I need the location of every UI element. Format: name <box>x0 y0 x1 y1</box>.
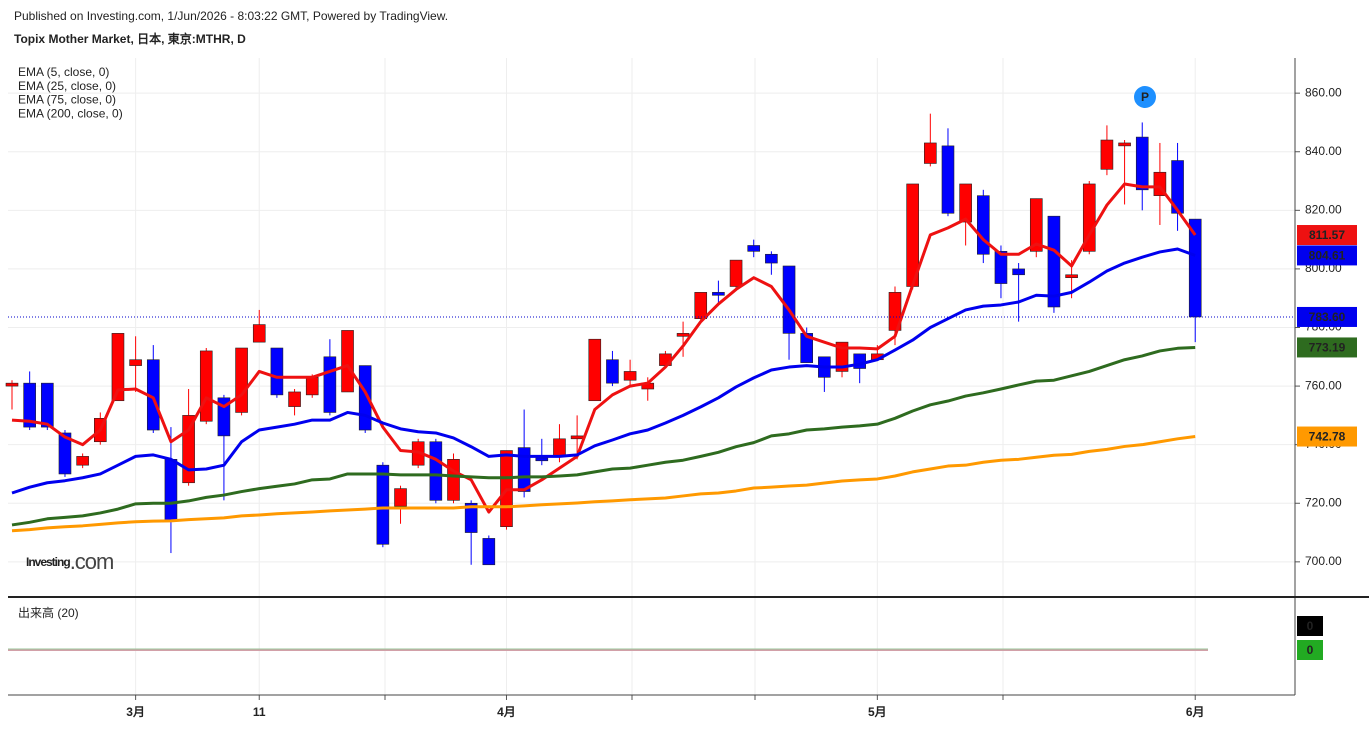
candle-body <box>994 251 1008 284</box>
candle-body <box>1188 218 1202 318</box>
candle-body <box>252 324 266 343</box>
candle-body <box>606 359 619 384</box>
y-tick-label: 700.00 <box>1305 554 1342 568</box>
candle-body <box>924 142 937 164</box>
x-tick-label: 4月 <box>497 705 516 719</box>
candle-body <box>765 253 778 264</box>
candle-body <box>199 350 213 422</box>
x-tick-label: 3月 <box>126 705 145 719</box>
price-badge-label: 773.19 <box>1309 341 1346 355</box>
candle-body <box>182 415 195 484</box>
candle-body <box>376 464 390 545</box>
price-badge-label: 804.61 <box>1309 249 1346 263</box>
price-badge-label: 811.57 <box>1309 228 1345 242</box>
y-tick-label: 760.00 <box>1305 378 1342 392</box>
candle-body <box>1100 139 1114 170</box>
candle-body <box>41 382 54 428</box>
legend-entry: EMA (25, close, 0) <box>18 79 116 93</box>
candle-body <box>482 538 496 566</box>
candle-body <box>111 333 125 402</box>
chart-title: Topix Mother Market, 日本, 東京:MTHR, D <box>14 31 246 46</box>
candle-body <box>235 347 248 413</box>
ema-line <box>11 182 1197 514</box>
candle-body <box>341 330 354 393</box>
event-marker <box>1134 86 1156 108</box>
ema-line <box>11 435 1196 533</box>
candle-body <box>447 459 460 501</box>
event-marker-label: P <box>1141 90 1149 104</box>
candle-body <box>747 245 761 252</box>
candle-body <box>429 441 443 501</box>
candle-body <box>305 376 319 396</box>
candle-body <box>1012 268 1025 276</box>
x-tick-label: 5月 <box>868 705 887 719</box>
candle-body <box>959 183 972 223</box>
x-tick-label: 11 <box>253 705 266 719</box>
candle-body <box>1082 183 1096 252</box>
candle-body <box>588 338 602 402</box>
watermark: Investing.com <box>26 549 113 574</box>
price-badge <box>1297 426 1357 447</box>
candle-body <box>553 438 566 457</box>
candle-body <box>535 457 549 462</box>
candle-body <box>782 265 796 334</box>
y-tick-label: 820.00 <box>1305 202 1342 216</box>
candle-body <box>623 371 637 381</box>
candle-body <box>1029 198 1043 252</box>
y-tick-label: 860.00 <box>1305 85 1342 99</box>
candle-body <box>694 292 708 320</box>
candle-body <box>712 292 725 296</box>
x-tick-label: 6月 <box>1186 705 1205 719</box>
published-note: Published on Investing.com, 1/Jun/2026 -… <box>14 9 448 23</box>
candle-body <box>76 456 89 466</box>
volume-badge <box>1297 616 1323 636</box>
candle-body <box>270 347 284 396</box>
price-badge <box>1297 225 1357 246</box>
candle-body <box>5 382 19 387</box>
candle-body <box>888 292 902 331</box>
candle-body <box>676 333 690 337</box>
candle-body <box>1047 215 1061 308</box>
candle-body <box>800 333 814 363</box>
watermark-main: Investing <box>26 555 70 569</box>
price-badge <box>1297 245 1357 266</box>
candle-body <box>570 435 584 440</box>
price-badge <box>1297 306 1357 327</box>
candle-body <box>976 195 990 255</box>
candle-body <box>23 382 36 428</box>
volume-badge-label: 0 <box>1307 619 1314 633</box>
candle-body <box>1065 274 1078 279</box>
y-tick-label: 840.00 <box>1305 144 1342 158</box>
y-tick-label: 720.00 <box>1305 495 1342 509</box>
candle-body <box>1118 142 1131 147</box>
price-badge-label: 783.60 <box>1309 310 1346 324</box>
volume-badge-label: 0 <box>1307 643 1314 657</box>
candle-body <box>129 359 142 366</box>
candle-body <box>1135 136 1149 191</box>
candle-body <box>729 259 743 287</box>
volume-title: 出来高 (20) <box>18 605 79 620</box>
legend-entry: EMA (200, close, 0) <box>18 106 123 120</box>
volume-badge <box>1297 640 1323 660</box>
legend-entry: EMA (5, close, 0) <box>18 65 109 79</box>
ema-line <box>11 247 1196 495</box>
candle-body <box>941 145 955 214</box>
candle-body <box>394 488 407 507</box>
candle-body <box>517 447 531 492</box>
price-badge <box>1297 337 1357 358</box>
candle-body <box>323 356 337 413</box>
candle-body <box>464 502 478 533</box>
legend-entry: EMA (75, close, 0) <box>18 93 116 107</box>
candle-body <box>288 391 301 407</box>
price-badge-label: 742.78 <box>1309 430 1346 444</box>
candle-body <box>164 459 178 522</box>
ema-line <box>11 345 1196 527</box>
candle-body <box>1171 160 1184 214</box>
candle-body <box>217 397 231 437</box>
watermark-suffix: .com <box>70 549 114 574</box>
candle-body <box>58 432 72 475</box>
